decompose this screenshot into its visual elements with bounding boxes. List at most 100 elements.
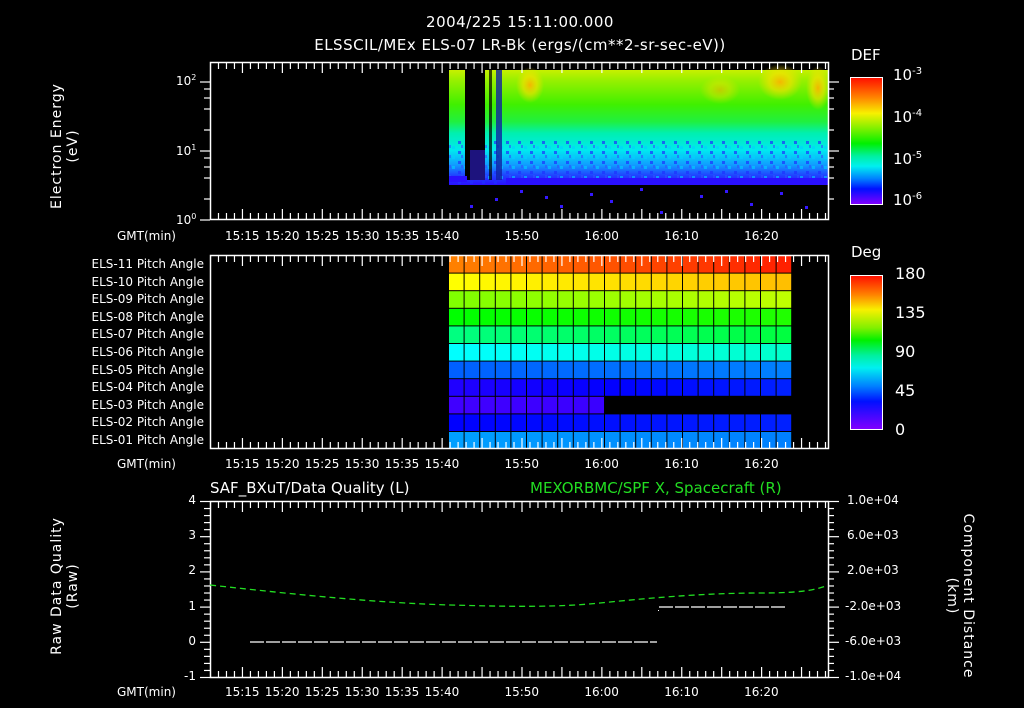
xtick-label: 15:50 [504, 685, 540, 699]
pitch-cell [495, 326, 511, 343]
pitch-cell [449, 291, 464, 308]
pitch-cell [776, 273, 792, 291]
pitch-cell [573, 291, 589, 308]
pitch-cell [573, 361, 589, 379]
xtick-label: 15:25 [304, 229, 340, 243]
pitch-cell [589, 256, 604, 273]
pitch-cell [589, 326, 604, 343]
pitch-cell [636, 273, 651, 291]
pitch-cell [620, 432, 636, 449]
pitch-cell [464, 361, 480, 379]
pitch-cell [729, 414, 745, 431]
pitch-cell [480, 344, 495, 361]
pitch-row-label: ELS-05 Pitch Angle [91, 362, 204, 377]
pitch-cell [698, 379, 714, 396]
pitch-cell [558, 344, 573, 361]
xtick-label: 16:20 [744, 457, 779, 471]
pitch-cell [745, 291, 760, 308]
pitch-cell [542, 396, 558, 414]
ytick-10: 101 [176, 143, 197, 158]
pitch-cell [464, 379, 480, 396]
pitch-cell [761, 344, 776, 361]
pitch-cell [636, 291, 651, 308]
pitch-cell [527, 414, 542, 431]
pitch-cell [589, 273, 604, 291]
pitch-cell [776, 291, 792, 308]
pitch-cell [698, 308, 714, 326]
pitch-cell [589, 361, 604, 379]
pitch-cell [745, 308, 760, 326]
pitch-cell [698, 291, 714, 308]
pitch-cell [480, 291, 495, 308]
pitch-cell [558, 308, 573, 326]
pitch-cell [573, 379, 589, 396]
pitch-cell [683, 291, 698, 308]
pitch-cell [620, 273, 636, 291]
pitch-cell [651, 379, 667, 396]
pitch-cell [527, 396, 542, 414]
pitch-cell [480, 396, 495, 414]
pitch-cell [667, 432, 682, 449]
pitch-cell [495, 291, 511, 308]
xtick-label: 15:35 [384, 457, 420, 471]
pitch-row-label: ELS-06 Pitch Angle [91, 345, 204, 359]
xtick-label: 15:15 [224, 229, 260, 243]
pitch-cell [683, 256, 698, 273]
pitch-cell [651, 256, 667, 273]
pitch-cell [636, 379, 651, 396]
pitch-cell [589, 291, 604, 308]
pitch-cell [620, 414, 636, 431]
panel3-xlabel: GMT(min) [117, 685, 176, 699]
pitch-cell [698, 256, 714, 273]
pitch-cell [651, 361, 667, 379]
pitch-cell [667, 344, 682, 361]
pitch-cell [495, 396, 511, 414]
pitch-cell [714, 273, 729, 291]
ytick-right: -6.0e+03 [845, 633, 902, 648]
pitch-cell [714, 308, 729, 326]
pitch-cell [620, 344, 636, 361]
pitch-cell [776, 308, 792, 326]
pitch-cell [761, 379, 776, 396]
pitch-cell [651, 414, 667, 431]
xtick-label: 15:15 [224, 685, 260, 699]
pitch-cell [729, 273, 745, 291]
pitch-cell [729, 256, 745, 273]
pitch-cell [527, 308, 542, 326]
xtick-label: 15:40 [424, 457, 460, 471]
pitch-cell [495, 361, 511, 379]
panel3-right-title: MEXORBMC/SPF X, Spacecraft (R) [530, 479, 782, 497]
pitch-cell [542, 291, 558, 308]
pitch-cell [511, 308, 526, 326]
pitch-cell [776, 344, 792, 361]
pitch-row-label: ELS-11 Pitch Angle [91, 257, 204, 271]
xtick-label: 15:25 [304, 685, 340, 699]
pitch-cell [714, 379, 729, 396]
pitch-cell [449, 273, 464, 291]
pitch-cell [776, 379, 792, 396]
pitch-cell [683, 344, 698, 361]
ytick-right: -2.0e+03 [845, 598, 902, 613]
pitch-cell [527, 379, 542, 396]
pitch-cell [636, 432, 651, 449]
pitch-cell [636, 414, 651, 431]
pitch-cell [667, 308, 682, 326]
pitch-cell [714, 326, 729, 343]
xtick-label: 15:40 [424, 685, 460, 699]
plot-subtitle: ELSSCIL/MEx ELS-07 LR-Bk (ergs/(cm**2-sr… [314, 36, 726, 54]
pitch-cell [480, 308, 495, 326]
pitch-cell [605, 414, 620, 431]
ytick-1: 100 [176, 212, 197, 227]
pitch-cell [573, 414, 589, 431]
pitch-cell [511, 396, 526, 414]
pitch-cell [589, 414, 604, 431]
pitch-cell [761, 291, 776, 308]
pitch-cell [589, 379, 604, 396]
pitch-cell [729, 379, 745, 396]
pitch-cell [761, 414, 776, 431]
pitch-cell [480, 379, 495, 396]
pitch-cell [651, 291, 667, 308]
